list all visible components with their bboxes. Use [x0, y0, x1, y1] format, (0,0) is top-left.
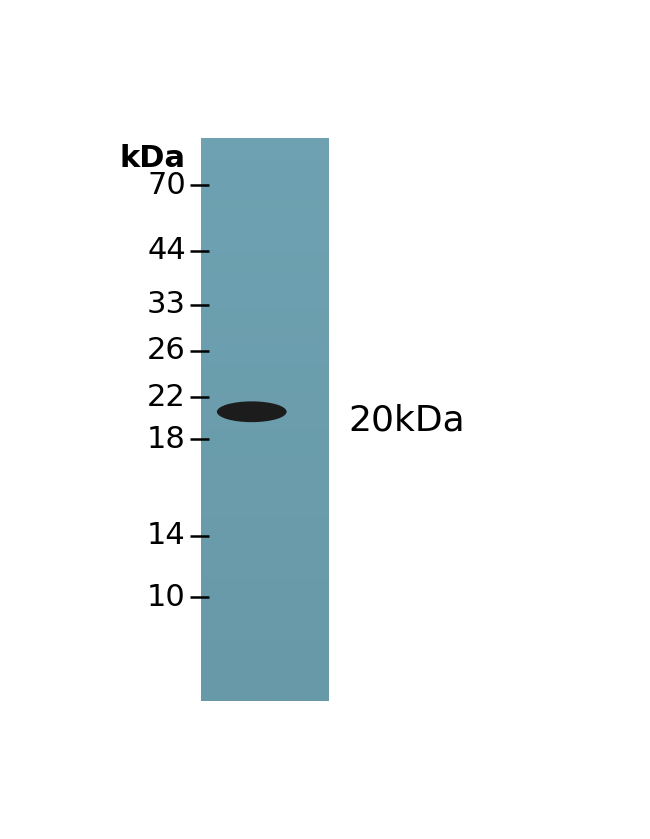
Text: 70: 70: [147, 171, 186, 200]
Text: 10: 10: [147, 583, 186, 612]
Text: kDa: kDa: [120, 144, 186, 173]
Text: 22: 22: [147, 383, 186, 412]
Text: 44: 44: [147, 237, 186, 265]
Text: 26: 26: [147, 336, 186, 366]
Text: 20kDa: 20kDa: [348, 404, 465, 437]
Text: 33: 33: [147, 290, 186, 319]
Text: 14: 14: [147, 521, 186, 550]
Text: 18: 18: [147, 425, 186, 454]
